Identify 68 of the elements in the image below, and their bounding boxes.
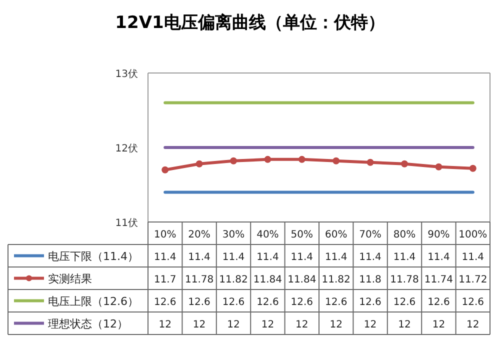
data-label: 12.6: [393, 296, 416, 308]
data-label: 11.4: [188, 252, 210, 263]
data-label: 12.6: [359, 296, 382, 308]
data-label: 11.4: [359, 252, 382, 263]
y-tick-label: 11伏: [115, 218, 138, 229]
legend-label: 电压下限（11.4）: [48, 250, 138, 263]
data-label: 12: [432, 319, 446, 330]
data-label: 11.4: [462, 252, 484, 263]
y-tick-label: 12伏: [115, 144, 138, 154]
data-label: 11.74: [424, 274, 454, 286]
x-tick-label: 40%: [256, 229, 279, 240]
data-label: 12.6: [428, 296, 450, 308]
data-label: 11.7: [154, 274, 176, 286]
data-label: 11.4: [393, 252, 416, 263]
data-label: 12.6: [222, 296, 245, 308]
point: [332, 157, 340, 164]
point: [366, 158, 374, 166]
x-tick-label: 90%: [428, 229, 450, 240]
chart-title: 12V1电压偏离曲线（单位：伏特）: [115, 13, 385, 33]
point: [469, 164, 476, 172]
x-tick-label: 30%: [222, 229, 245, 240]
data-label: 12: [364, 319, 377, 330]
x-tick-label: 20%: [188, 229, 210, 240]
point: [196, 160, 203, 168]
data-label: 11.8: [359, 274, 382, 286]
x-tick-label: 50%: [290, 229, 314, 240]
data-label: 11.4: [428, 252, 450, 263]
data-label: 11.78: [184, 274, 214, 286]
x-tick-label: 60%: [324, 229, 348, 240]
data-label: 12: [158, 319, 172, 330]
data-label: 12: [466, 319, 480, 330]
legend-label: 理想状态（12）: [48, 317, 128, 330]
data-label: 12.6: [462, 296, 484, 308]
data-label: 11.82: [322, 274, 350, 286]
point: [298, 156, 306, 163]
data-label: 11.72: [458, 274, 488, 286]
data-label: 12.6: [256, 296, 279, 308]
data-label: 11.78: [390, 274, 419, 286]
x-tick-label: 70%: [359, 229, 382, 240]
legend-label: 实测结果: [48, 272, 92, 286]
data-label: 12.6: [154, 296, 176, 308]
x-tick-label: 100%: [458, 229, 488, 240]
data-label: 11.82: [219, 274, 248, 286]
data-label: 11.4: [324, 252, 348, 263]
point: [401, 160, 408, 168]
data-label: 12: [261, 319, 274, 330]
data-label: 12.6: [324, 296, 348, 308]
data-label: 11.4: [222, 252, 245, 263]
data-label: 12: [398, 319, 411, 330]
data-label: 12: [296, 319, 308, 330]
point: [230, 157, 237, 164]
data-label: 12: [227, 319, 240, 330]
x-tick-label: 80%: [393, 229, 416, 240]
data-label: 12: [330, 319, 342, 330]
data-label: 12: [192, 319, 206, 330]
data-label: 11.84: [288, 274, 316, 286]
data-label: 11.4: [256, 252, 279, 263]
x-tick-label: 10%: [154, 229, 176, 240]
point: [264, 156, 272, 163]
point: [162, 166, 169, 174]
legend-label: 电压上限（12.6）: [48, 294, 138, 308]
point: [435, 163, 442, 170]
data-label: 12.6: [290, 296, 314, 308]
data-label: 12.6: [188, 296, 210, 308]
data-label: 11.4: [154, 252, 176, 263]
y-tick-label: 13伏: [115, 69, 138, 80]
data-label: 11.84: [253, 274, 282, 286]
data-label: 11.4: [290, 252, 314, 263]
